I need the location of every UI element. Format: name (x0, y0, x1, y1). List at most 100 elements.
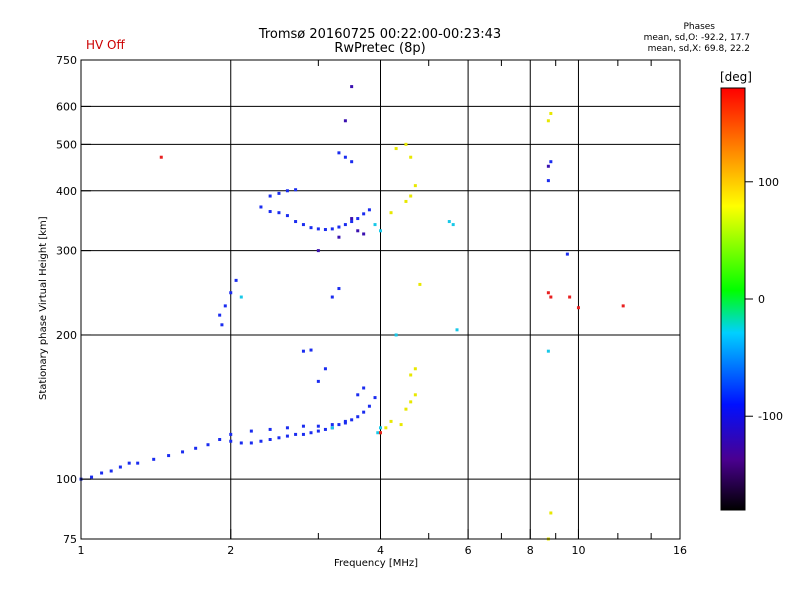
y-tick-label: 75 (63, 533, 77, 546)
scatter-point (379, 229, 382, 233)
scatter-point (294, 188, 298, 192)
scatter-point (379, 426, 382, 430)
scatter-point (316, 424, 320, 428)
scatter-point (330, 423, 334, 427)
scatter-point (268, 427, 272, 431)
scatter-point (546, 119, 550, 123)
scatter-point (285, 434, 289, 438)
scatter-point (159, 155, 163, 159)
scatter-point (362, 232, 366, 236)
scatter-point (229, 432, 233, 436)
scatter-point (549, 511, 553, 515)
chart-title-line2: RwPretec (8p) (334, 41, 426, 56)
scatter-point (223, 304, 227, 308)
scatter-point (404, 199, 408, 203)
scatter-point (404, 142, 408, 146)
scatter-point (546, 164, 550, 168)
scatter-point (309, 226, 313, 230)
scatter-point (389, 211, 393, 215)
scatter-point (323, 427, 327, 431)
scatter-point (316, 379, 320, 383)
scatter-point (389, 419, 393, 423)
scatter-point (277, 211, 281, 215)
scatter-point (362, 410, 366, 414)
scatter-point (549, 160, 553, 164)
scatter-point (109, 469, 113, 473)
scatter-point (127, 461, 131, 465)
colorbar (720, 87, 746, 511)
scatter-point (350, 85, 354, 89)
scatter-point (337, 235, 341, 239)
scatter-point (376, 431, 380, 435)
scatter-point (409, 155, 413, 159)
scatter-point (181, 450, 185, 454)
scatter-point (350, 418, 354, 422)
scatter-point (379, 431, 382, 435)
scatter-point (316, 227, 320, 231)
scatter-point (309, 348, 313, 352)
scatter-point (229, 439, 233, 443)
scatter-point (394, 333, 398, 337)
x-axis-label: Frequency [MHz] (334, 558, 419, 569)
scatter-point (373, 396, 377, 400)
scatter-point (234, 278, 238, 282)
scatter-point (218, 438, 222, 442)
scatter-point (337, 225, 341, 229)
scatter-point (239, 441, 243, 445)
colorbar-unit-label: [deg] (720, 70, 752, 84)
scatter-point (451, 223, 455, 227)
scatter-point (356, 217, 360, 221)
phases-stats-title: Phases (683, 22, 715, 32)
scatter-point (409, 373, 413, 377)
scatter-point (167, 454, 171, 458)
scatter-point (206, 443, 210, 447)
scatter-point (277, 436, 281, 440)
scatter-point (259, 439, 263, 443)
scatter-point (316, 249, 320, 253)
scatter-point (399, 423, 403, 427)
scatter-point (337, 287, 341, 291)
scatter-point (249, 429, 253, 433)
scatter-point (362, 386, 366, 390)
x-tick-label: 6 (465, 544, 472, 557)
scatter-point (356, 393, 360, 397)
scatter-point (413, 367, 417, 371)
scatter-point (301, 424, 305, 428)
scatter-point (384, 426, 388, 430)
y-tick-label: 200 (56, 329, 77, 342)
colorbar-tick-label: 0 (758, 293, 765, 306)
scatter-point (136, 461, 140, 465)
scatter-point (343, 419, 347, 423)
scatter-point (413, 393, 417, 397)
scatter-point (343, 155, 347, 159)
y-tick-label: 100 (56, 473, 77, 486)
scatter-point (309, 431, 313, 435)
x-tick-label: 4 (377, 544, 384, 557)
scatter-point (343, 223, 347, 227)
scatter-point (330, 295, 334, 299)
scatter-point (565, 252, 569, 256)
phases-stats-o: mean, sd,O: -92.2, 17.7 (643, 33, 750, 43)
x-tick-label: 1 (78, 544, 85, 557)
y-tick-label: 750 (56, 54, 77, 67)
scatter-point (239, 295, 243, 299)
scatter-point (343, 119, 347, 123)
scatter-point (316, 429, 320, 433)
scatter-point (373, 223, 377, 227)
y-tick-label: 500 (56, 138, 77, 151)
scatter-point (447, 220, 451, 224)
scatter-point (409, 194, 413, 198)
x-tick-label: 2 (227, 544, 234, 557)
scatter-point (546, 179, 550, 183)
scatter-point (549, 295, 553, 299)
scatter-point (549, 111, 553, 115)
scatter-point (350, 217, 354, 221)
scatter-point (229, 291, 233, 295)
scatter-point (356, 229, 360, 233)
scatter-point (118, 465, 122, 469)
scatter-point (277, 191, 281, 195)
y-tick-label: 600 (56, 100, 77, 113)
scatter-point (367, 404, 371, 408)
scatter-point (268, 210, 272, 214)
